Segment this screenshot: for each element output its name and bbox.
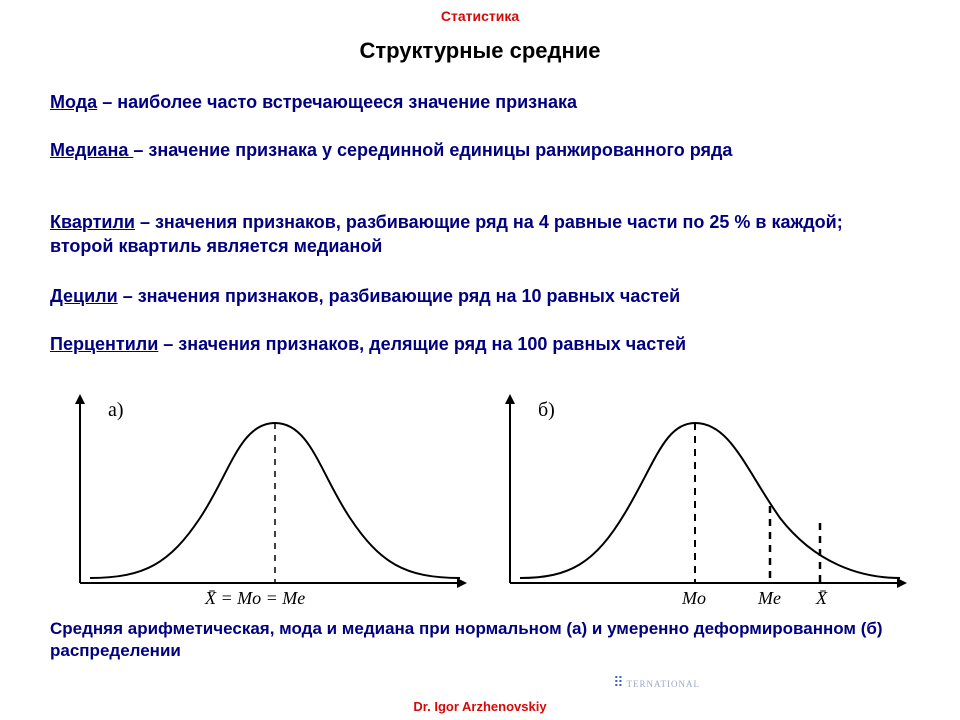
chart-b: б) Mo Me X̄ bbox=[490, 388, 910, 618]
chart-b-svg: б) Mo Me X̄ bbox=[490, 388, 910, 613]
chart-a: а) X̄ = Mo = Me bbox=[50, 388, 470, 618]
definition-item: Децили – значения признаков, разбивающие… bbox=[50, 284, 910, 308]
footer-logo: ⠿TERNATIONAL bbox=[613, 675, 700, 692]
footer-author: Dr. Igor Arzhenovskiy bbox=[0, 699, 960, 714]
svg-text:б): б) bbox=[538, 399, 555, 421]
svg-text:X̄: X̄ bbox=[815, 588, 828, 608]
definition-item: Перцентили – значения признаков, делящие… bbox=[50, 332, 910, 356]
definition-item: Медиана – значение признака у серединной… bbox=[50, 138, 910, 162]
definition-term: Мода bbox=[50, 92, 97, 112]
svg-text:Mo: Mo bbox=[681, 588, 706, 608]
svg-text:X̄ = Mo = Me: X̄ = Mo = Me bbox=[204, 588, 305, 608]
definition-text: – значения признаков, разбивающие ряд на… bbox=[50, 212, 843, 256]
definition-text: – наиболее часто встречающееся значение … bbox=[97, 92, 577, 112]
definition-text: – значение признака у серединной единицы… bbox=[133, 140, 732, 160]
logo-icon: ⠿ bbox=[613, 676, 624, 691]
svg-text:а): а) bbox=[108, 399, 124, 421]
header-title: Структурные средние bbox=[0, 38, 960, 64]
header-subject: Статистика bbox=[0, 8, 960, 24]
definition-text: – значения признаков, разбивающие ряд на… bbox=[118, 286, 681, 306]
definition-item: Квартили – значения признаков, разбивающ… bbox=[50, 210, 910, 259]
slide: Статистика Структурные средние Мода – на… bbox=[0, 0, 960, 720]
svg-text:Me: Me bbox=[757, 588, 781, 608]
definition-term: Квартили bbox=[50, 212, 135, 232]
definition-text: – значения признаков, делящие ряд на 100… bbox=[158, 334, 686, 354]
definition-term: Медиана bbox=[50, 140, 133, 160]
caption: Средняя арифметическая, мода и медиана п… bbox=[50, 618, 910, 662]
charts-row: а) X̄ = Mo = Me б) Mo Me X̄ bbox=[50, 388, 910, 618]
definition-item: Мода – наиболее часто встречающееся знач… bbox=[50, 90, 910, 114]
chart-a-svg: а) X̄ = Mo = Me bbox=[50, 388, 470, 613]
definition-term: Децили bbox=[50, 286, 118, 306]
definition-term: Перцентили bbox=[50, 334, 158, 354]
